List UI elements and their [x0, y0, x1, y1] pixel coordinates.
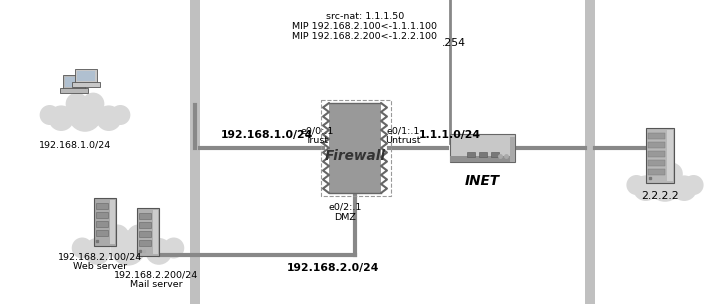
FancyBboxPatch shape	[63, 75, 85, 88]
Text: 192.168.1.0/24: 192.168.1.0/24	[221, 130, 313, 140]
Bar	[96, 203, 108, 209]
Bar	[467, 152, 475, 157]
Text: e0/2:.1: e0/2:.1	[329, 203, 362, 212]
Circle shape	[110, 230, 146, 266]
Circle shape	[647, 163, 669, 185]
Text: INET: INET	[464, 174, 500, 188]
Text: 2.2.2.2: 2.2.2.2	[641, 191, 679, 201]
Bar	[139, 240, 151, 246]
Bar	[479, 152, 487, 157]
FancyBboxPatch shape	[65, 77, 83, 87]
Bar	[329, 103, 381, 193]
Circle shape	[163, 237, 184, 258]
Bar	[139, 231, 151, 237]
Text: DMZ: DMZ	[334, 213, 356, 222]
Text: 192.168.2.0/24: 192.168.2.0/24	[287, 263, 379, 273]
Bar	[139, 222, 151, 228]
Circle shape	[106, 224, 129, 248]
Circle shape	[68, 98, 102, 132]
Circle shape	[127, 224, 150, 248]
FancyBboxPatch shape	[646, 127, 674, 182]
Text: Mail server: Mail server	[129, 280, 183, 289]
Bar	[96, 212, 108, 218]
Text: 1.1.1.0/24: 1.1.1.0/24	[419, 130, 481, 140]
Text: Firewall: Firewall	[324, 149, 385, 163]
Circle shape	[626, 175, 646, 195]
FancyBboxPatch shape	[77, 71, 95, 81]
Bar	[648, 160, 665, 165]
FancyBboxPatch shape	[449, 134, 515, 162]
Text: MIP 192.168.2.200<-1.2.2.100: MIP 192.168.2.200<-1.2.2.100	[293, 32, 437, 41]
Bar	[585, 0, 595, 304]
Bar	[667, 130, 673, 181]
Text: e0/1:.1: e0/1:.1	[386, 126, 420, 135]
Bar	[491, 152, 499, 157]
Bar	[648, 150, 665, 157]
Circle shape	[649, 168, 682, 202]
Text: e0/0:.1: e0/0:.1	[301, 126, 334, 135]
Bar	[96, 230, 108, 236]
FancyBboxPatch shape	[60, 88, 88, 93]
Circle shape	[672, 175, 697, 201]
Text: 192.168.1.0/24: 192.168.1.0/24	[39, 140, 111, 149]
Circle shape	[48, 105, 74, 131]
Bar	[139, 213, 151, 219]
Bar	[321, 100, 391, 196]
Circle shape	[145, 238, 173, 265]
Bar	[449, 156, 515, 162]
Circle shape	[96, 105, 122, 131]
FancyBboxPatch shape	[137, 208, 159, 256]
FancyBboxPatch shape	[110, 200, 115, 244]
Circle shape	[72, 237, 93, 258]
Circle shape	[83, 238, 111, 265]
Circle shape	[110, 105, 130, 125]
Text: MIP 192.168.2.100<-1.1.1.100: MIP 192.168.2.100<-1.1.1.100	[293, 22, 437, 31]
Circle shape	[40, 105, 60, 125]
Circle shape	[633, 175, 659, 201]
Text: 192.168.2.200/24: 192.168.2.200/24	[114, 270, 198, 279]
Text: src-nat: 1.1.1.50: src-nat: 1.1.1.50	[326, 12, 404, 21]
Circle shape	[82, 93, 104, 115]
FancyBboxPatch shape	[72, 81, 100, 87]
Text: Trust: Trust	[306, 136, 329, 145]
Circle shape	[660, 163, 683, 185]
Text: Web server: Web server	[73, 262, 127, 271]
Bar	[648, 168, 665, 174]
Bar	[648, 141, 665, 147]
Bar	[648, 133, 665, 139]
Bar	[96, 221, 108, 227]
Text: 192.168.2.100/24: 192.168.2.100/24	[58, 252, 142, 261]
Circle shape	[684, 175, 704, 195]
FancyBboxPatch shape	[153, 210, 158, 254]
Text: .254: .254	[442, 38, 466, 48]
FancyBboxPatch shape	[75, 69, 97, 82]
FancyBboxPatch shape	[94, 198, 116, 246]
Text: Untrust: Untrust	[385, 136, 421, 145]
Bar	[190, 0, 200, 304]
FancyBboxPatch shape	[510, 137, 515, 162]
Circle shape	[65, 93, 88, 115]
